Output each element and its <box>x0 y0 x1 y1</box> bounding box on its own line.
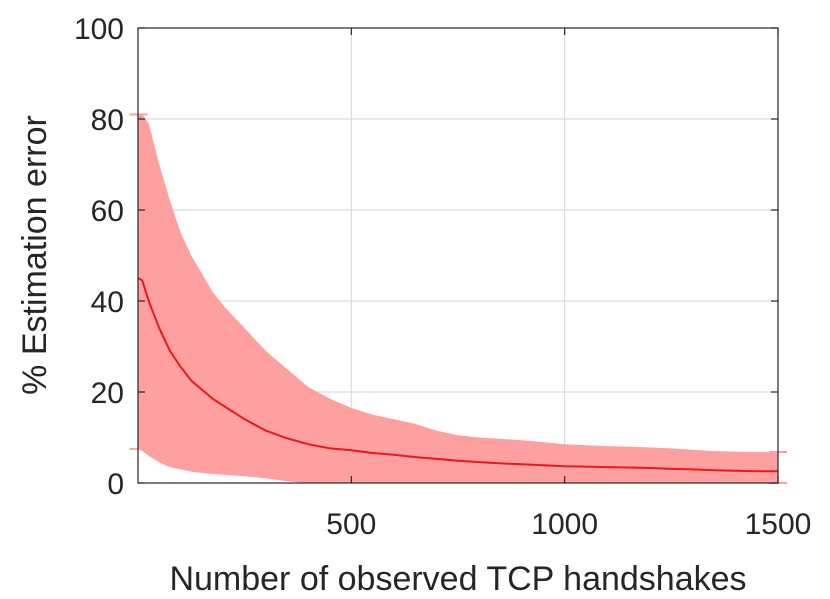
x-tick-label: 1500 <box>745 508 812 541</box>
plot-frame <box>137 27 779 484</box>
x-axis-label: Number of observed TCP handshakes <box>169 560 746 598</box>
y-tick-label: 0 <box>107 468 124 501</box>
mean-line-layer <box>137 277 778 473</box>
x-tick-label: 500 <box>326 508 376 541</box>
y-tick-label: 100 <box>74 13 124 46</box>
axis-ticks <box>138 27 779 484</box>
tick-labels: 500 1000 1500 0 20 40 60 80 100 <box>74 13 811 541</box>
y-tick-label: 40 <box>91 286 124 319</box>
y-axis-label: % Estimation error <box>16 115 54 395</box>
error-band <box>138 114 778 484</box>
mean-error-line <box>137 277 778 473</box>
y-tick-label: 60 <box>91 195 124 228</box>
x-tick-label: 1000 <box>531 508 598 541</box>
y-tick-label: 80 <box>91 104 124 137</box>
y-tick-label: 20 <box>91 377 124 410</box>
